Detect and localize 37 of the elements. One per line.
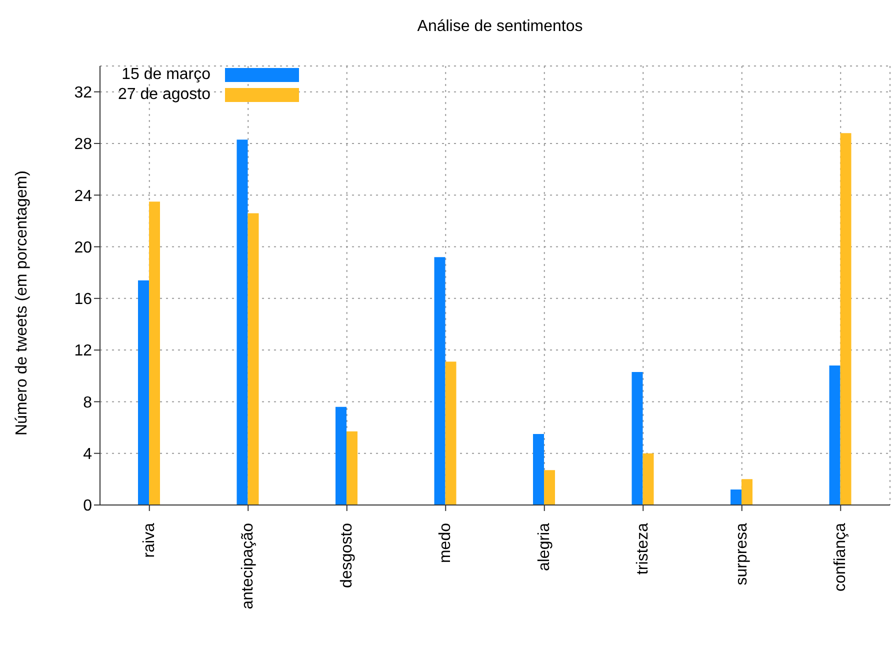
bar — [730, 490, 742, 505]
y-tick-label: 8 — [83, 394, 92, 412]
bar — [149, 202, 160, 505]
x-tick-label: surpresa — [733, 522, 750, 586]
y-tick-label: 4 — [83, 446, 92, 464]
bar — [434, 257, 446, 505]
y-axis-title: Número de tweets (em porcentagem) — [14, 170, 31, 436]
y-tick-label: 16 — [74, 291, 92, 308]
bar — [236, 140, 248, 505]
y-tick-label: 28 — [74, 136, 92, 154]
legend-label: 27 de agosto — [118, 86, 211, 104]
y-tick-label: 12 — [74, 342, 92, 360]
bar — [632, 372, 643, 505]
bar — [445, 362, 456, 505]
x-tick-label: medo — [437, 522, 454, 564]
y-tick-label: 32 — [74, 84, 92, 102]
chart-title: Análise de sentimentos — [416, 18, 584, 36]
y-tick-label: 0 — [83, 498, 92, 515]
bar — [533, 434, 544, 505]
x-tick-label: antecipação — [240, 522, 257, 610]
x-tick-label: confiança — [832, 522, 850, 592]
bar — [346, 431, 358, 505]
bar — [829, 366, 840, 505]
bar — [840, 133, 852, 505]
bar — [642, 453, 654, 505]
x-tick-label: raiva — [140, 522, 158, 558]
bar — [544, 470, 555, 505]
x-tick-label: tristeza — [634, 522, 652, 575]
x-tick-label: alegria — [536, 522, 553, 572]
y-tick-label: 24 — [74, 188, 92, 205]
bar — [138, 280, 149, 505]
legend-label: 15 de março — [120, 66, 211, 84]
bar — [248, 213, 259, 505]
bar — [742, 479, 752, 505]
x-tick-label: desgosto — [338, 522, 356, 588]
y-tick-label: 20 — [74, 239, 92, 256]
bar — [336, 406, 346, 505]
